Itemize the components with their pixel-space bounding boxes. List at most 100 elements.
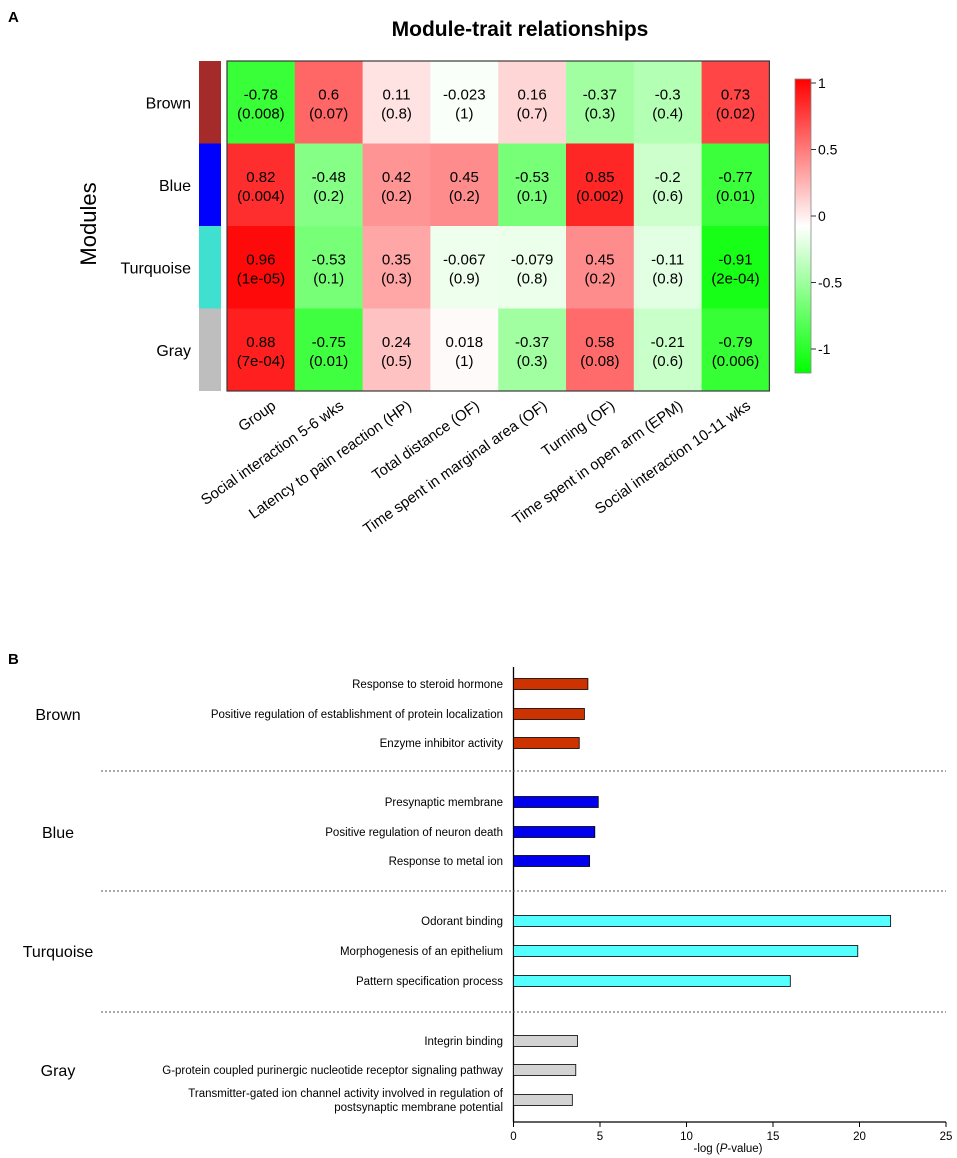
cell-correlation: -0.78 [244,86,278,103]
cell-correlation: 0.73 [721,86,750,103]
cell-correlation: -0.21 [651,334,685,351]
heatmap-cell [633,61,702,144]
cell-pvalue: (0.7) [517,105,548,122]
cell-pvalue: (0.2) [584,270,615,287]
colorbar: 1 0.5 0 -0.5 -1 [794,75,842,374]
module-swatch-brown [199,61,221,144]
cell-correlation: -0.3 [655,86,681,103]
panel-b-label: B [8,651,19,668]
cell-pvalue: (0.02) [716,105,755,122]
bar-xlabel: -log (P-value) [693,1143,762,1155]
go-bar [513,945,859,957]
heatmap-cell [498,308,567,392]
cell-correlation: 0.42 [382,169,411,186]
go-term-label: Transmitter-gated ion channel activity i… [188,1088,504,1100]
go-bar [513,1035,578,1047]
cell-correlation: 0.11 [382,86,410,103]
go-bar [513,975,791,987]
heatmap-cell [227,61,296,144]
colorbar-tick-label: 0 [818,208,826,224]
group-label-blue: Blue [42,825,74,842]
cell-pvalue: (0.01) [716,188,755,205]
go-term-label: Enzyme inhibitor activity [380,738,504,750]
cell-correlation: 0.45 [450,169,479,186]
cell-correlation: -0.079 [511,251,554,268]
cell-pvalue: (0.004) [237,188,285,205]
go-term-label: postsynaptic membrane potential [334,1102,503,1114]
go-bar [513,737,580,749]
heatmap-cell [498,143,567,227]
cell-correlation: 0.16 [517,86,546,103]
cell-pvalue: (1) [455,353,473,370]
cell-pvalue: (0.2) [381,188,412,205]
heatmap-cell [701,143,770,227]
heatmap-cell [633,143,702,227]
go-bar [513,796,599,808]
go-bar [513,915,892,927]
heatmap-cell [701,226,770,309]
heatmap-cell [633,308,702,392]
heatmap-cell [430,308,499,392]
heatmap-cell [227,308,296,392]
module-swatch-blue [199,143,221,226]
x-tick-label: 15 [767,1131,780,1143]
cell-pvalue: (0.3) [517,353,548,370]
cell-pvalue: (0.6) [652,353,683,370]
module-label: Turquoise [120,260,191,277]
heatmap-cell [227,226,296,309]
cell-correlation: 0.82 [246,169,275,186]
go-bar [513,1064,577,1076]
go-term-label: Positive regulation of neuron death [325,827,503,839]
colorbar-tick-label: 1 [818,75,826,91]
colorbar-tick-label: -1 [818,341,831,357]
cell-pvalue: (0.002) [576,188,624,205]
x-tick-label: 0 [510,1131,516,1143]
cell-pvalue: (0.008) [237,105,285,122]
cell-correlation: -0.75 [312,334,346,351]
x-tick-label: 10 [680,1131,693,1143]
heatmap: Brown -0.78 (0.008) 0.6 (0.07) 0.11 (0.8) -0.02… [120,60,771,538]
heatmap-cell [227,143,296,227]
heatmap-cell [294,61,363,144]
go-bar [513,678,589,690]
go-bar [513,1094,573,1106]
go-term-label: Response to metal ion [389,856,503,868]
cell-pvalue: (0.3) [584,105,615,122]
cell-correlation: -0.37 [583,86,617,103]
group-label-gray: Gray [41,1063,76,1080]
cell-correlation: 0.45 [585,251,614,268]
heatmap-border [226,60,771,392]
cell-correlation: 0.88 [246,334,275,351]
cell-correlation: -0.11 [651,251,684,268]
cell-pvalue: (2e-04) [711,270,759,287]
go-term-label: G-protein coupled purinergic nucleotide … [162,1065,503,1077]
cell-correlation: -0.2 [655,169,681,186]
cell-pvalue: (0.2) [313,188,344,205]
go-term-label: Response to steroid hormone [352,679,503,691]
go-term-label: Positive regulation of establishment of … [211,709,503,721]
heatmap-cell [430,143,499,227]
cell-correlation: 0.35 [382,251,411,268]
heatmap-cell [362,308,431,392]
heatmap-cell [566,226,635,309]
module-swatch-turquoise [199,226,221,309]
go-term-label: Presynaptic membrane [385,797,503,809]
go-term-label: Integrin binding [424,1036,503,1048]
heatmap-cell [294,308,363,392]
x-tick-label: 25 [940,1131,953,1143]
cell-correlation: -0.53 [515,169,549,186]
go-bar [513,855,591,867]
cell-correlation: -0.53 [312,251,346,268]
module-label: Brown [146,95,191,112]
cell-correlation: -0.067 [443,251,486,268]
module-label: Blue [159,178,191,195]
panel-a-label: A [8,9,19,26]
cell-correlation: -0.77 [718,169,752,186]
heatmap-cell [294,226,363,309]
heatmap-cell [498,226,567,309]
cell-pvalue: (0.6) [652,188,683,205]
cell-correlation: -0.48 [312,169,346,186]
cell-pvalue: (0.08) [580,353,619,370]
cell-pvalue: (0.2) [449,188,480,205]
